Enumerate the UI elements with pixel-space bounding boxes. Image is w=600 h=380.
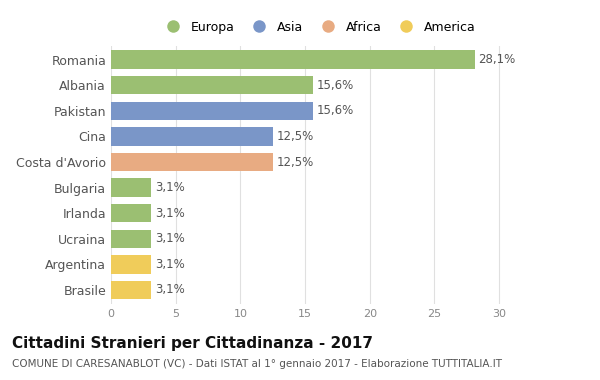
Bar [111, 281, 151, 299]
Text: 28,1%: 28,1% [478, 53, 515, 66]
Text: 3,1%: 3,1% [155, 258, 185, 271]
Text: 15,6%: 15,6% [317, 105, 354, 117]
Text: 15,6%: 15,6% [317, 79, 354, 92]
Bar [111, 204, 151, 222]
Text: COMUNE DI CARESANABLOT (VC) - Dati ISTAT al 1° gennaio 2017 - Elaborazione TUTTI: COMUNE DI CARESANABLOT (VC) - Dati ISTAT… [12, 359, 502, 369]
Text: 12,5%: 12,5% [277, 130, 314, 143]
Bar [111, 51, 475, 69]
Bar [111, 178, 151, 197]
Legend: Europa, Asia, Africa, America: Europa, Asia, Africa, America [158, 18, 478, 36]
Text: 3,1%: 3,1% [155, 283, 185, 296]
Bar [111, 101, 313, 120]
Text: 3,1%: 3,1% [155, 232, 185, 245]
Text: 3,1%: 3,1% [155, 181, 185, 194]
Text: 12,5%: 12,5% [277, 155, 314, 168]
Bar [111, 153, 273, 171]
Text: Cittadini Stranieri per Cittadinanza - 2017: Cittadini Stranieri per Cittadinanza - 2… [12, 336, 373, 351]
Bar [111, 230, 151, 248]
Bar [111, 127, 273, 146]
Bar [111, 255, 151, 274]
Bar [111, 76, 313, 95]
Text: 3,1%: 3,1% [155, 207, 185, 220]
